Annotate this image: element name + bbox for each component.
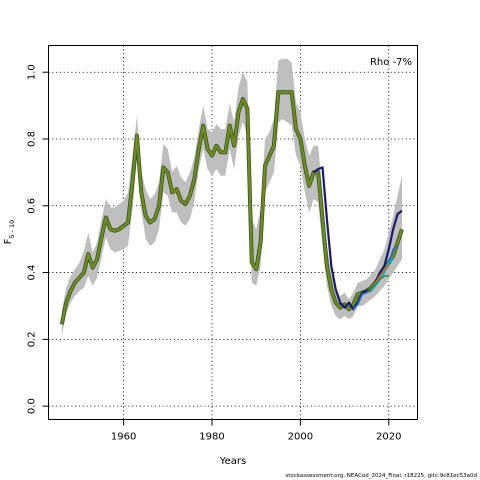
y-axis-title-main: F [3, 238, 14, 244]
confidence-band-area [61, 58, 403, 337]
retro-line-3 [370, 258, 394, 292]
confidence-band [61, 58, 403, 337]
footer-credit: stockassessment.org, NEACod_2024_Final, … [285, 473, 477, 479]
estimate-lines [59, 90, 404, 325]
rho-annotation: Rho -7% [370, 57, 412, 68]
y-tick-label: 0.6 [27, 198, 38, 214]
y-tick-label: 0.0 [27, 398, 38, 414]
y-tick-label: 0.2 [27, 331, 38, 347]
x-tick-label: 2000 [288, 432, 313, 443]
y-axis-title: F5 - 10 [3, 220, 16, 245]
grid [48, 45, 418, 420]
x-tick-label: 2020 [376, 432, 401, 443]
x-axis-title: Years [219, 456, 246, 467]
retro-line-5 [366, 275, 389, 294]
x-tick-label: 1980 [199, 432, 224, 443]
x-tick-label: 1960 [111, 432, 136, 443]
axes: 1960 1980 2000 2020 0.0 0.2 0.4 0.6 0.8 1.0 [27, 64, 402, 442]
y-axis-title-sub: 5 - 10 [8, 220, 16, 239]
y-tick-label: 0.4 [27, 265, 38, 281]
y-tick-label: 1.0 [27, 64, 38, 80]
svg-text:F5 - 10: F5 - 10 [3, 220, 16, 245]
plot-frame [48, 45, 418, 420]
y-tick-label: 0.8 [27, 131, 38, 147]
